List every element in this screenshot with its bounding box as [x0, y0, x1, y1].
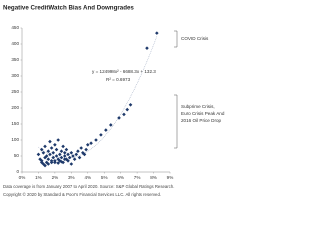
point	[49, 160, 54, 165]
point	[44, 154, 49, 158]
point	[38, 157, 42, 161]
point	[56, 138, 60, 142]
point	[125, 107, 130, 112]
y-tick-label: 100	[11, 137, 19, 142]
point	[84, 147, 88, 152]
point	[62, 157, 67, 161]
point	[53, 143, 57, 147]
y-tick-label: 350	[11, 57, 19, 62]
point	[56, 161, 60, 165]
point	[61, 144, 65, 149]
point	[56, 157, 60, 161]
point	[46, 162, 51, 166]
x-tick-label: 2%	[52, 175, 59, 180]
x-tick-label: 0%	[19, 175, 26, 180]
point	[109, 123, 113, 127]
point	[62, 154, 67, 158]
point	[85, 143, 90, 147]
x-tick-label: 5%	[101, 175, 108, 180]
x-tick-label: 8%	[150, 175, 157, 180]
point	[39, 160, 44, 165]
footnote: Data coverage is from January 2007 to Ap…	[3, 184, 174, 189]
point	[64, 147, 69, 152]
point	[48, 152, 52, 157]
point	[79, 146, 83, 150]
point	[41, 151, 46, 155]
point	[94, 138, 98, 142]
y-tick-label: 400	[11, 41, 19, 46]
point	[76, 149, 80, 153]
chart-title: Negative CreditWatch Bias And Downgrades	[3, 5, 134, 12]
point	[155, 31, 159, 35]
y-tick-label: 150	[11, 121, 19, 126]
point	[122, 112, 126, 117]
x-tick-label: 3%	[68, 175, 75, 180]
point	[39, 147, 44, 152]
y-tick-label: 450	[11, 25, 19, 30]
crises-label: Subprime Crisis,	[181, 104, 215, 109]
point	[72, 157, 77, 161]
bracket	[174, 30, 178, 48]
point	[69, 162, 74, 166]
point	[44, 160, 49, 165]
point	[59, 155, 64, 160]
point	[54, 147, 59, 152]
footnote: Copyright © 2020 by Standard & Poor's Fi…	[3, 192, 161, 197]
point	[58, 152, 62, 157]
bracket	[174, 94, 178, 149]
point	[51, 155, 56, 160]
point	[46, 149, 51, 153]
chart: Negative CreditWatch Bias And Downgrades…	[3, 5, 225, 198]
point	[58, 159, 62, 163]
covid-label: COVID Crisis	[181, 36, 209, 41]
point	[77, 155, 82, 160]
y-tick-label: 200	[11, 105, 19, 110]
point	[69, 151, 74, 155]
point	[62, 151, 67, 155]
point	[46, 157, 51, 161]
point	[48, 139, 52, 144]
point	[43, 144, 47, 149]
r-squared: R² = 0.6973	[106, 77, 131, 82]
x-tick-label: 1%	[35, 175, 42, 180]
point	[81, 151, 85, 155]
point	[74, 152, 79, 157]
point	[128, 103, 133, 107]
equation: y = 124998x² - 6688.3x + 132.3	[92, 69, 156, 74]
point	[51, 151, 56, 155]
point	[43, 155, 47, 160]
x-tick-label: 4%	[84, 175, 91, 180]
point	[104, 128, 108, 132]
crises-label: 2016 Oil Price Drop	[181, 118, 222, 123]
point	[59, 149, 64, 153]
crises-label: Euro Crisis Peak And	[181, 111, 225, 116]
x-tick-label: 6%	[117, 175, 124, 180]
point	[53, 159, 57, 163]
x-tick-label: 9%	[167, 175, 174, 180]
x-tick-label: 7%	[134, 175, 141, 180]
y-tick-label: 50	[14, 153, 20, 158]
point	[66, 152, 70, 157]
point	[54, 154, 59, 158]
point	[49, 146, 54, 150]
point	[99, 133, 103, 137]
point	[66, 159, 70, 163]
point	[43, 163, 47, 168]
point	[36, 152, 41, 157]
point	[145, 46, 149, 50]
y-tick-label: 300	[11, 73, 19, 78]
y-tick-label: 250	[11, 89, 19, 94]
point	[67, 155, 72, 160]
y-tick-label: 0	[16, 169, 19, 174]
point	[59, 159, 64, 164]
point	[82, 152, 87, 157]
point	[89, 141, 93, 145]
point	[117, 116, 121, 120]
point	[71, 154, 75, 158]
